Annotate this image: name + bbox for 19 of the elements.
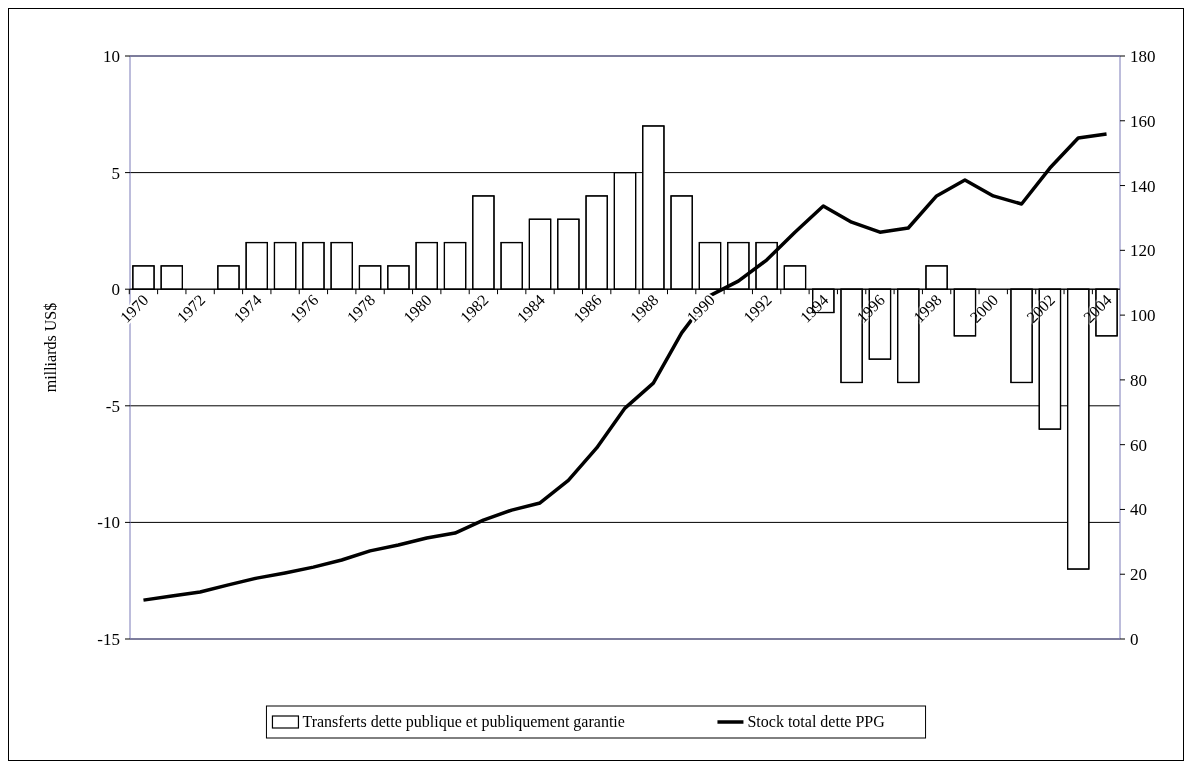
y2-tick-label: 140 — [1130, 176, 1156, 196]
legend-label: Stock total dette PPG — [747, 713, 886, 730]
y-tick-label: -10 — [97, 513, 120, 533]
y-tick-label: -15 — [97, 630, 120, 649]
legend-label: Transferts dette publique et publiquement garantie — [302, 713, 625, 731]
y-tick-label: 5 — [111, 163, 120, 183]
y2-tick-label: 180 — [1130, 47, 1156, 66]
y2-tick-label: 20 — [1130, 565, 1147, 585]
y2-tick-label: 60 — [1130, 435, 1147, 455]
y2-tick-label: 0 — [1130, 630, 1139, 649]
y-tick-label: -5 — [105, 396, 120, 416]
y2-tick-label: 40 — [1130, 500, 1147, 520]
y2-tick-label: 160 — [1130, 111, 1156, 131]
y-tick-label: 0 — [111, 280, 120, 300]
y-tick-label: 10 — [103, 47, 120, 66]
y2-tick-label: 80 — [1130, 370, 1147, 390]
y2-tick-label: 100 — [1130, 306, 1156, 326]
y2-tick-label: 120 — [1130, 241, 1156, 261]
y-axis-title: milliards US$ — [42, 302, 59, 393]
